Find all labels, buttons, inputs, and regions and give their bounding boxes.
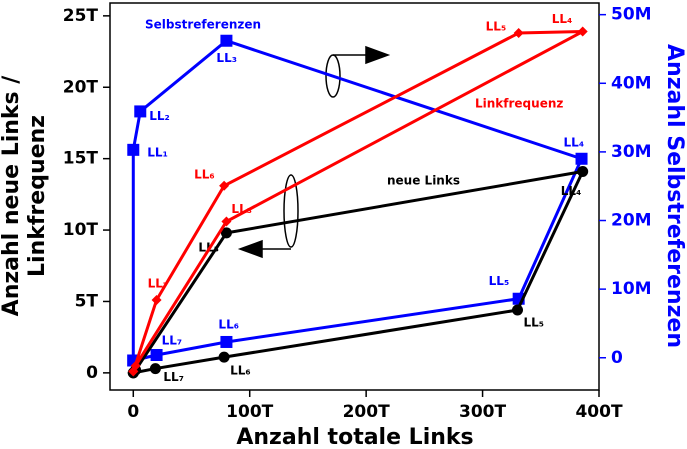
- x-tick-label: 400T: [575, 402, 622, 422]
- y-tick-label: 0: [86, 363, 98, 383]
- series-name: Linkfrequenz: [475, 97, 563, 111]
- y2-tick-label: 40M: [611, 73, 652, 93]
- marker: [575, 152, 588, 165]
- marker: [220, 227, 232, 239]
- marker: [128, 366, 139, 377]
- series-name: Selbstreferenzen: [145, 18, 261, 32]
- point-label: LL₅: [489, 274, 510, 288]
- point-label: LL₇: [163, 370, 184, 384]
- point-label: LL₆: [230, 364, 251, 378]
- point-label: LL₄: [564, 135, 585, 149]
- x-tick-label: 0: [127, 402, 139, 422]
- point-label: LL₅: [486, 19, 507, 33]
- y2-tick-label: 10M: [611, 279, 652, 299]
- series-line: [131, 30, 584, 373]
- x-tick-label: 300T: [459, 402, 506, 422]
- y-axis-label: Anzahl neue Links /: [0, 75, 24, 317]
- marker: [512, 304, 523, 316]
- x-tick-label: 100T: [226, 402, 273, 422]
- point-label: LL₇: [162, 334, 183, 348]
- point-label: LL₄: [561, 184, 582, 198]
- x-axis-label: Anzahl totale Links: [236, 425, 473, 449]
- y2-tick-label: 0: [611, 348, 623, 368]
- marker: [220, 335, 233, 348]
- series-name: neue Links: [387, 174, 460, 188]
- marker: [513, 27, 524, 38]
- marker: [219, 180, 230, 191]
- y-tick-label: 25T: [63, 6, 99, 26]
- point-label: LL₁: [147, 145, 168, 159]
- point-label: LL₇: [148, 277, 169, 291]
- y-tick-label: 15T: [63, 149, 99, 169]
- marker: [577, 26, 588, 37]
- marker: [134, 105, 147, 118]
- marker: [149, 363, 161, 375]
- marker: [221, 216, 232, 227]
- y-tick-label: 5T: [75, 291, 99, 311]
- point-label: LL₆: [218, 317, 239, 331]
- plot-frame: [109, 2, 600, 391]
- rotation-arrow-top: [325, 45, 391, 98]
- series-line: [132, 169, 586, 375]
- y2-tick-label: 50M: [611, 5, 652, 25]
- y2-tick-label: 20M: [611, 211, 652, 231]
- y-tick-label: 10T: [63, 220, 99, 240]
- point-label: LL₃: [231, 202, 252, 216]
- y-axis-label: Linkfrequenz: [25, 115, 50, 277]
- point-label: LL₄: [552, 12, 573, 26]
- point-label: LL₅: [524, 316, 545, 330]
- marker: [577, 166, 589, 178]
- point-label: LL₂: [149, 109, 170, 123]
- x-tick-label: 200T: [343, 402, 390, 422]
- point-label: LL₃: [216, 51, 237, 65]
- marker: [150, 349, 163, 362]
- rotation-arrow-mid: [237, 174, 299, 259]
- y2-tick-label: 30M: [611, 142, 652, 162]
- y2-axis-label: Anzahl Selbstreferenzen: [662, 44, 687, 348]
- marker: [220, 34, 233, 47]
- marker: [151, 295, 162, 306]
- point-label: LL₆: [194, 167, 215, 181]
- y-tick-label: 20T: [63, 77, 99, 97]
- marker: [127, 143, 140, 156]
- marker: [218, 351, 230, 363]
- marker: [127, 354, 140, 367]
